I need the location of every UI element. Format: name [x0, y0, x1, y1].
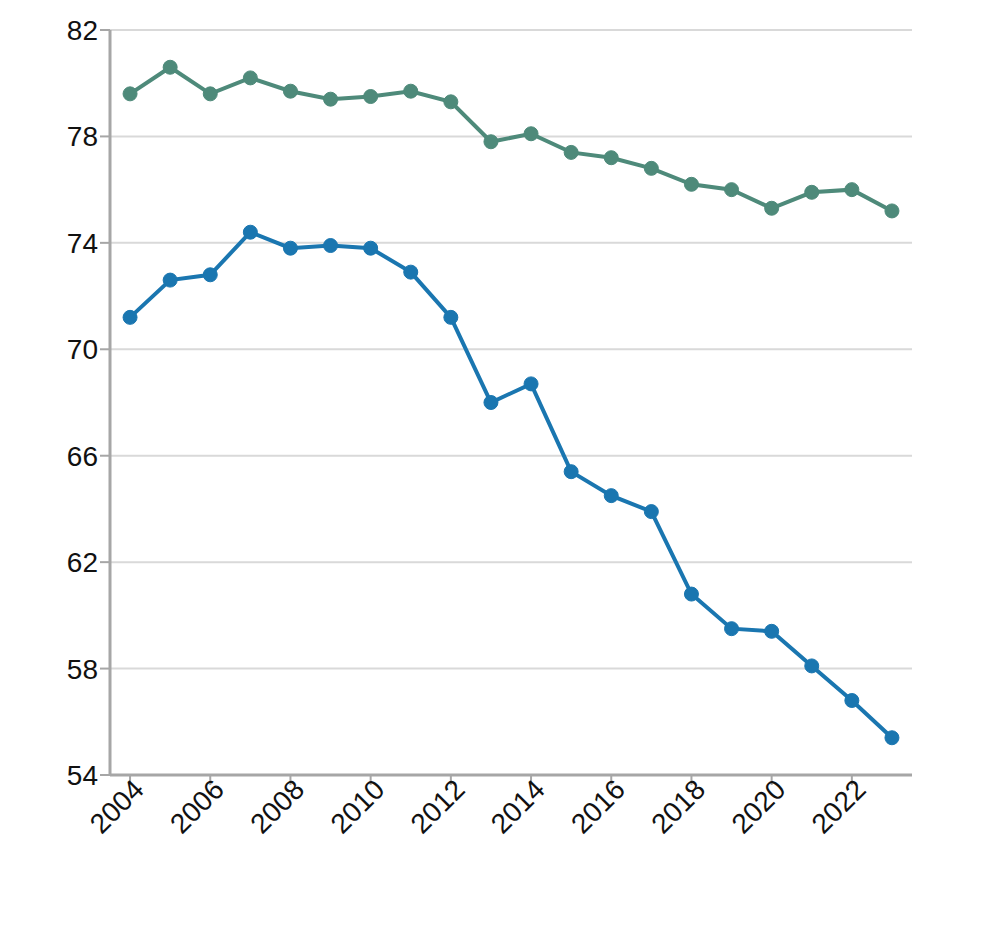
svg-text:58: 58 — [67, 654, 98, 685]
svg-text:2008: 2008 — [244, 774, 310, 840]
svg-text:62: 62 — [67, 547, 98, 578]
svg-text:70: 70 — [67, 334, 98, 365]
svg-text:74: 74 — [67, 228, 98, 259]
svg-text:2010: 2010 — [324, 774, 390, 840]
svg-text:2022: 2022 — [806, 774, 872, 840]
svg-text:2016: 2016 — [565, 774, 631, 840]
svg-text:2014: 2014 — [485, 774, 551, 840]
svg-text:82: 82 — [67, 15, 98, 46]
svg-text:54: 54 — [67, 760, 98, 791]
svg-text:78: 78 — [67, 121, 98, 152]
svg-text:66: 66 — [67, 441, 98, 472]
svg-text:2006: 2006 — [164, 774, 230, 840]
svg-text:2018: 2018 — [645, 774, 711, 840]
svg-text:2012: 2012 — [405, 774, 471, 840]
svg-text:2004: 2004 — [83, 773, 150, 840]
svg-text:2020: 2020 — [725, 774, 791, 840]
